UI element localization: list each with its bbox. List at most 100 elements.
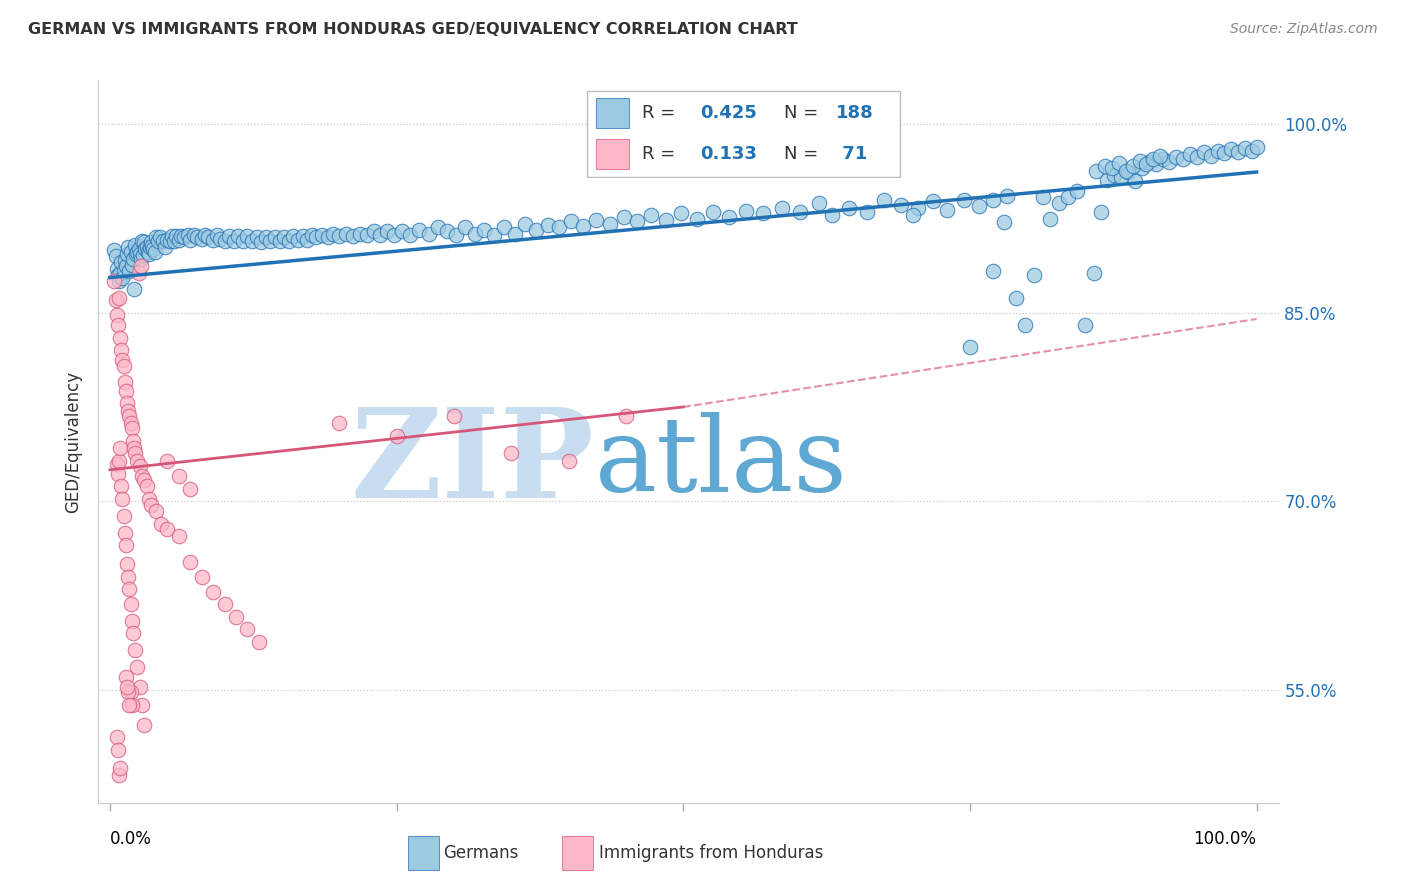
Point — [1171, 153, 1194, 167]
Point — [391, 224, 413, 238]
Text: 0.0%: 0.0% — [110, 830, 152, 848]
Point — [112, 509, 135, 524]
Bar — [596, 139, 628, 169]
Point — [108, 274, 131, 288]
Point — [129, 259, 152, 273]
Point — [1122, 159, 1144, 173]
Point — [1032, 190, 1054, 204]
Point — [454, 220, 477, 235]
Point — [1101, 161, 1123, 176]
Point — [385, 429, 408, 443]
Point — [1116, 165, 1139, 179]
Point — [1090, 205, 1112, 219]
Point — [599, 217, 621, 231]
Point — [115, 396, 138, 410]
Point — [163, 234, 186, 248]
Point — [1199, 149, 1222, 163]
Point — [838, 202, 860, 216]
Point — [117, 569, 139, 583]
Point — [105, 731, 128, 745]
Point — [145, 504, 167, 518]
Point — [436, 224, 458, 238]
Point — [1159, 155, 1181, 169]
Point — [1097, 172, 1119, 186]
Point — [127, 245, 149, 260]
Point — [328, 229, 350, 244]
Point — [225, 610, 247, 624]
Y-axis label: GED/Equivalency: GED/Equivalency — [65, 370, 83, 513]
Text: ZIP: ZIP — [350, 402, 595, 524]
Point — [277, 234, 299, 248]
Point — [247, 635, 270, 649]
Point — [150, 516, 173, 531]
Point — [1240, 144, 1263, 158]
Point — [418, 227, 440, 241]
Point — [179, 555, 201, 569]
Point — [134, 242, 156, 256]
Point — [121, 252, 143, 266]
Point — [173, 230, 195, 244]
Point — [807, 196, 830, 211]
Point — [214, 597, 236, 611]
Point — [702, 205, 724, 219]
Point — [107, 743, 129, 757]
Point — [301, 227, 323, 242]
Point — [342, 229, 364, 244]
Point — [156, 522, 179, 536]
Point — [382, 227, 405, 242]
Point — [143, 245, 166, 260]
Point — [626, 214, 648, 228]
Point — [214, 234, 236, 248]
Point — [770, 202, 793, 216]
Point — [1073, 318, 1095, 333]
Point — [121, 434, 143, 448]
Point — [444, 227, 467, 242]
Point — [993, 215, 1015, 229]
Text: 0.133: 0.133 — [700, 145, 756, 163]
Text: 71: 71 — [835, 145, 868, 163]
Point — [177, 227, 200, 242]
Point — [287, 233, 309, 247]
Point — [183, 227, 205, 242]
Point — [103, 274, 125, 288]
Point — [1213, 146, 1236, 161]
Point — [1057, 190, 1080, 204]
Point — [269, 234, 291, 248]
Point — [115, 557, 138, 571]
Point — [138, 246, 160, 260]
Point — [121, 258, 143, 272]
Point — [118, 409, 141, 423]
Text: 100.0%: 100.0% — [1194, 830, 1257, 848]
Point — [117, 685, 139, 699]
Point — [995, 189, 1018, 203]
Point — [115, 670, 138, 684]
Point — [138, 491, 160, 506]
Point — [291, 229, 314, 244]
Point — [981, 264, 1004, 278]
Point — [901, 208, 924, 222]
Point — [149, 230, 172, 244]
Text: N =: N = — [785, 104, 818, 122]
Point — [208, 231, 231, 245]
Point — [197, 230, 219, 244]
Point — [482, 227, 505, 242]
Point — [115, 259, 138, 273]
Point — [110, 255, 132, 269]
Point — [128, 266, 150, 280]
Point — [167, 469, 190, 483]
Point — [1104, 168, 1126, 182]
Point — [305, 230, 328, 244]
Point — [120, 685, 142, 699]
Point — [789, 205, 811, 219]
Point — [821, 208, 844, 222]
Point — [111, 491, 134, 506]
Point — [283, 229, 305, 244]
Point — [399, 227, 422, 242]
Point — [108, 266, 131, 280]
Point — [1022, 268, 1045, 282]
Point — [115, 246, 138, 260]
Point — [160, 229, 183, 244]
Point — [222, 234, 245, 248]
Point — [129, 252, 152, 266]
Point — [363, 224, 385, 238]
